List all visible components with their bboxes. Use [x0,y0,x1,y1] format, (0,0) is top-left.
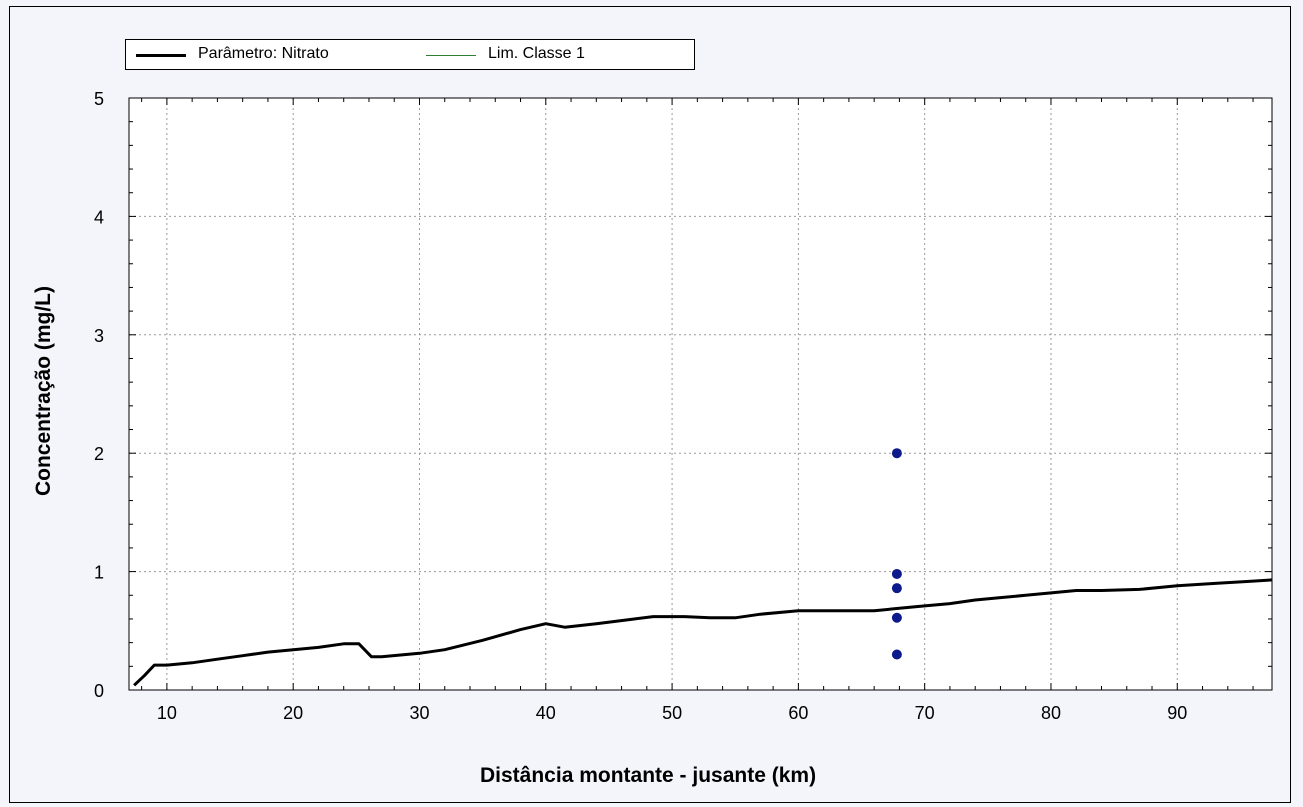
x-tick-label: 40 [536,703,556,723]
plot-area [129,98,1272,690]
data-point [891,448,902,459]
x-tick-label: 20 [283,703,303,723]
legend-label-nitrato: Parâmetro: Nitrato [198,45,329,62]
y-tick-label: 1 [94,563,104,583]
y-tick-label: 4 [94,207,104,227]
y-tick-label: 3 [94,326,104,346]
x-tick-label: 60 [788,703,808,723]
y-tick-label: 2 [94,444,104,464]
y-tick-label: 0 [94,681,104,701]
data-point [891,612,902,623]
x-tick-label: 90 [1167,703,1187,723]
plot-border [128,97,1273,691]
x-tick-label: 70 [915,703,935,723]
data-point [891,583,902,594]
legend-swatch-nitrato [136,54,186,57]
data-point [891,649,902,660]
legend-label-lim-classe-1: Lim. Classe 1 [488,45,585,62]
chart-frame: 10 20 30 40 50 60 70 80 90 0 1 2 3 4 5 Parâmetro: Nitr… [9,6,1291,803]
y-tick-label: 5 [94,89,104,109]
series-line-nitrato [133,578,1273,687]
x-tick-label: 10 [157,703,177,723]
x-axis-title: Distância montante - jusante (km) [480,764,817,787]
x-tick-label: 80 [1041,703,1061,723]
data-point [891,568,902,579]
chart-legend: Parâmetro: Nitrato Lim. Classe 1 [125,39,695,70]
y-axis-title: Concentração (mg/L) [32,285,55,497]
x-tick-label: 50 [662,703,682,723]
x-tick-label: 30 [409,703,429,723]
chart-svg: 10 20 30 40 50 60 70 80 90 0 1 2 3 4 5 [94,89,1273,723]
legend-swatch-lim-classe-1 [426,55,476,56]
